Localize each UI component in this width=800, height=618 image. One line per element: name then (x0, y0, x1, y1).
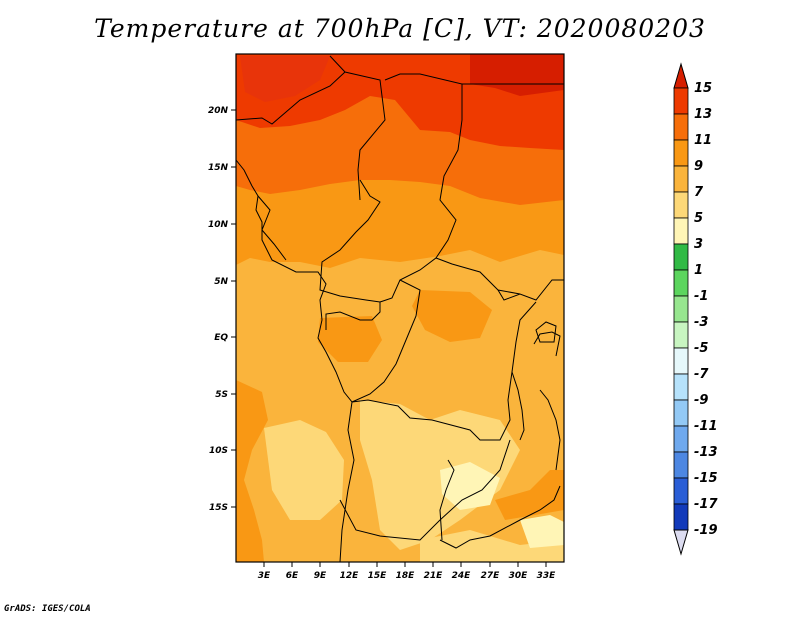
colorbar-segment (673, 165, 689, 193)
field-patch-9 (412, 290, 492, 342)
colorbar-label: -1 (694, 289, 708, 304)
border-5 (319, 179, 521, 303)
lon-label: 18E (396, 571, 416, 581)
colorbar-segment (673, 139, 689, 167)
border-6 (325, 302, 381, 330)
lon-label: 33E (537, 571, 557, 581)
border-15 (257, 195, 287, 261)
lat-label: 5S (215, 390, 228, 400)
lon-label: 24E (452, 571, 472, 581)
colorbar-label: -19 (694, 523, 718, 538)
lat-label: 20N (208, 106, 229, 116)
border-9 (351, 301, 537, 441)
colorbar-segment (673, 347, 689, 375)
coastline-west (236, 159, 355, 562)
lon-label: 21E (424, 571, 444, 581)
colorbar-segment (673, 191, 689, 219)
colorbar-segment (673, 321, 689, 349)
colorbar: 15 13 11 9 7 5 3 1 -1 -3 -5 -7 -9 -11 -13 -15 -17 -19 (673, 62, 718, 556)
colorbar-label: 7 (694, 185, 704, 200)
colorbar-segment (673, 217, 689, 245)
lake-tanganyika (511, 371, 525, 441)
colorbar-segment (673, 477, 689, 505)
field-band-15b (240, 56, 330, 102)
colorbar-label: -9 (694, 393, 708, 408)
colorbar-label: 5 (694, 211, 703, 226)
lat-label: 10N (208, 220, 229, 230)
colorbar-label: 11 (694, 133, 712, 148)
lat-label: EQ (214, 333, 228, 343)
lat-label: 15S (209, 503, 228, 513)
field-band-3 (440, 462, 500, 510)
colorbar-bottom-arrow (673, 529, 689, 556)
border-2 (236, 71, 346, 125)
lon-label: 6E (286, 571, 299, 581)
colorbar-segment (673, 373, 689, 401)
colorbar-label: 3 (694, 237, 703, 252)
lat-label: 5N (214, 277, 228, 287)
colorbar-label: -11 (694, 419, 718, 434)
field-band-5 (264, 420, 344, 520)
map-frame (235, 53, 565, 563)
colorbar-segment (673, 503, 689, 531)
field-patch-9b (318, 316, 382, 362)
colorbar-segment (673, 451, 689, 479)
lake-victoria (535, 321, 557, 343)
field-band-3b (520, 515, 564, 548)
temperature-field (236, 54, 564, 562)
lon-label: 30E (509, 571, 529, 581)
colorbar-label: 9 (694, 159, 703, 174)
colorbar-label: -17 (694, 497, 718, 512)
border-13 (539, 389, 561, 471)
colorbar-segment (673, 399, 689, 427)
lat-ticks (231, 109, 236, 508)
border-11 (439, 485, 561, 549)
lon-labels: 3E 6E 9E 12E 15E 18E 21E 24E 27E 30E 33E (258, 571, 556, 581)
colorbar-label: 13 (694, 107, 712, 122)
colorbar-label: 1 (694, 263, 703, 278)
lat-label: 10S (209, 446, 228, 456)
border-10 (339, 439, 511, 541)
colorbar-label: -15 (694, 471, 718, 486)
lat-label: 15N (208, 163, 229, 173)
border-3 (384, 73, 463, 259)
colorbar-label: -13 (694, 445, 718, 460)
colorbar-top-arrow (673, 62, 689, 89)
colorbar-segment (673, 295, 689, 323)
colorbar-label: -5 (694, 341, 708, 356)
map-title: Temperature at 700hPa [C], VT: 202008020… (94, 14, 706, 43)
lon-label: 27E (481, 571, 501, 581)
lat-labels: 20N 15N 10N 5N EQ 5S 10S 15S (208, 106, 229, 513)
field-band-5c (420, 530, 564, 562)
field-band-17 (470, 54, 564, 96)
field-band-9-se (495, 470, 564, 520)
lon-label: 12E (340, 571, 360, 581)
colorbar-segment (673, 113, 689, 141)
colorbar-label: -7 (694, 367, 709, 382)
border-8 (351, 279, 421, 403)
colorbar-segment (673, 269, 689, 297)
colorbar-segment (673, 425, 689, 453)
colorbar-label: -3 (694, 315, 708, 330)
field-band-5b (360, 400, 520, 550)
lon-label: 9E (314, 571, 327, 581)
grads-credit: GrADS: IGES/COLA (4, 604, 91, 614)
colorbar-label: 15 (694, 81, 712, 96)
lon-label: 3E (258, 571, 271, 581)
border-12 (439, 459, 455, 541)
colorbar-segment (673, 87, 689, 115)
colorbar-segment (673, 243, 689, 271)
field-west (236, 380, 268, 562)
lon-label: 15E (368, 571, 388, 581)
country-borders (236, 55, 564, 562)
lon-ticks (263, 562, 547, 567)
border-7 (497, 279, 564, 301)
